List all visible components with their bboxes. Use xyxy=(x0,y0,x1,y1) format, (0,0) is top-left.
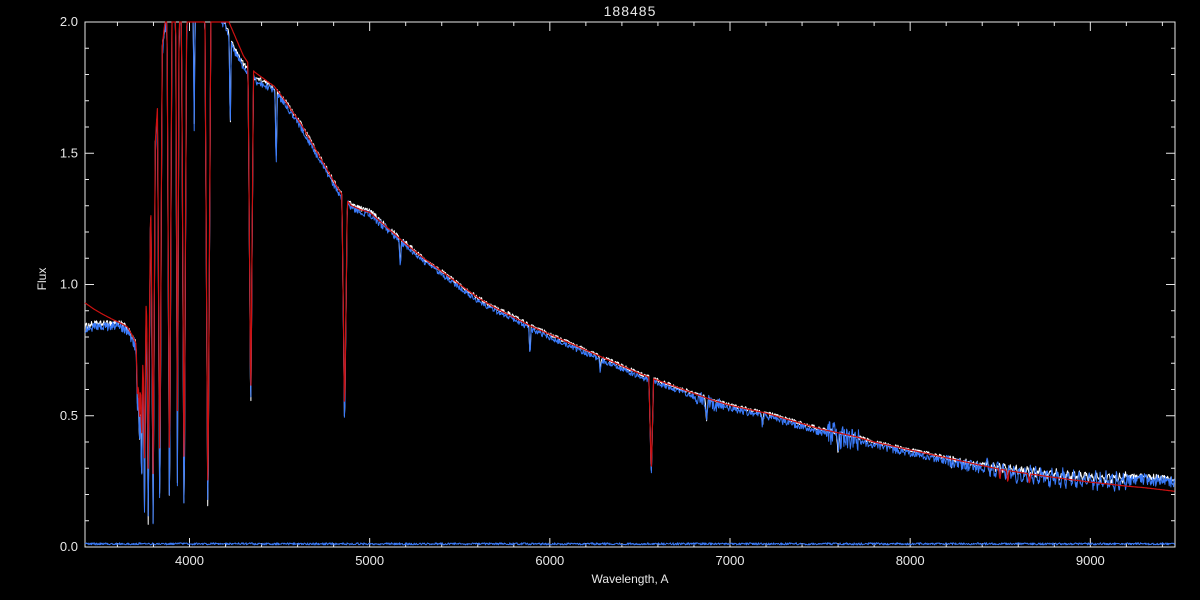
x-tick-label: 9000 xyxy=(1076,553,1105,568)
y-tick-label: 2.0 xyxy=(60,14,78,29)
series-baseline-blue xyxy=(84,542,1176,546)
y-tick-label: 0.5 xyxy=(60,408,78,423)
x-axis-label: Wavelength, A xyxy=(591,572,669,586)
y-axis-label: Flux xyxy=(35,267,49,291)
x-tick-label: 5000 xyxy=(355,553,384,568)
y-tick-label: 0.0 xyxy=(60,539,78,554)
series-observed-blue xyxy=(84,21,1176,525)
chart-title: 188485 xyxy=(603,3,657,19)
y-tick-label: 1.5 xyxy=(60,145,78,160)
y-tick-label: 1.0 xyxy=(60,277,78,292)
x-tick-label: 8000 xyxy=(896,553,925,568)
x-tick-label: 7000 xyxy=(716,553,745,568)
x-tick-label: 4000 xyxy=(175,553,204,568)
series-model-red xyxy=(84,21,1175,492)
x-tick-label: 6000 xyxy=(535,553,564,568)
